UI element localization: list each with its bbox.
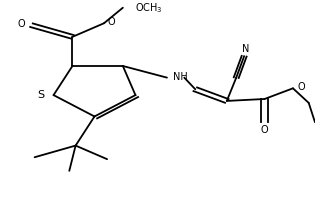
Text: O: O (298, 82, 305, 92)
Text: NH: NH (173, 72, 187, 82)
Text: S: S (37, 90, 45, 100)
Text: O: O (108, 17, 115, 27)
Text: N: N (242, 44, 249, 53)
Text: O: O (261, 125, 268, 135)
Text: O: O (18, 19, 25, 29)
Text: OCH$_3$: OCH$_3$ (135, 1, 163, 15)
